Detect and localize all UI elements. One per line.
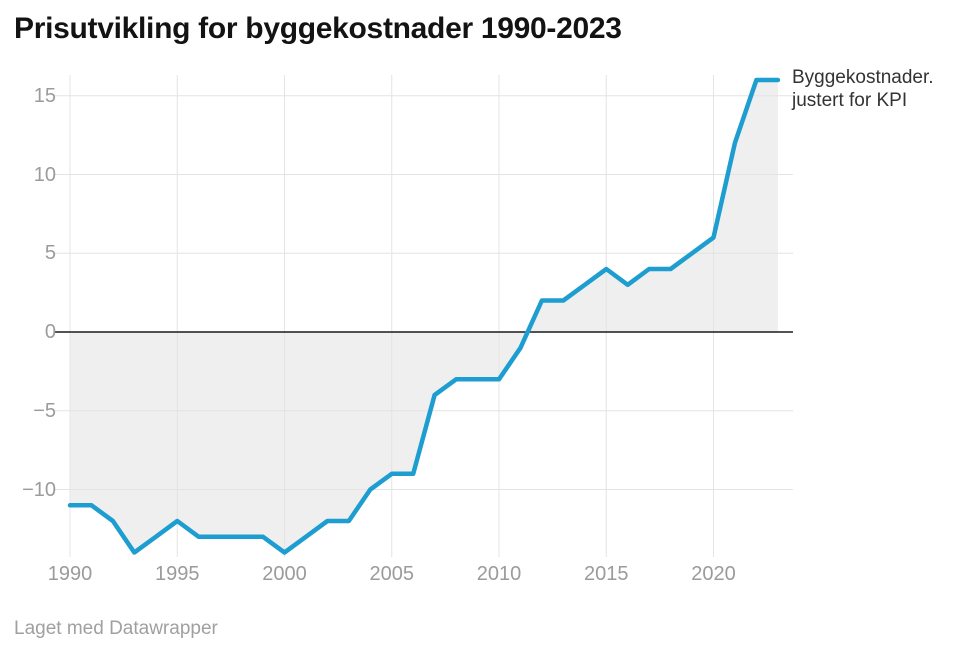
y-tick-label: 5: [44, 242, 56, 265]
x-tick-label: 2010: [476, 563, 522, 585]
y-tick-label: 0: [44, 321, 56, 343]
footer-attribution: Laget med Datawrapper: [14, 618, 218, 639]
x-tick-label: 2005: [369, 563, 415, 585]
y-tick-label: −5: [33, 399, 56, 422]
series-label-line2: justert for KPI: [792, 90, 908, 111]
y-tick-label: 15: [33, 84, 56, 107]
x-tick-label: 1990: [47, 563, 93, 585]
y-tick-label: −10: [22, 478, 56, 501]
x-tick-label: 2020: [691, 563, 736, 585]
area-fill: [70, 80, 778, 553]
y-tick-label: 10: [33, 163, 56, 186]
x-tick-label: 1995: [155, 563, 200, 585]
x-tick-label: 2000: [262, 563, 307, 585]
series-label: Byggekostnader. justert for KPI: [792, 66, 960, 112]
chart-title: Prisutvikling for byggekostnader 1990-20…: [14, 12, 622, 45]
x-tick-label: 2015: [584, 563, 629, 585]
series-label-line1: Byggekostnader.: [792, 67, 934, 88]
data-line-byggekostnader: [67, 77, 781, 555]
